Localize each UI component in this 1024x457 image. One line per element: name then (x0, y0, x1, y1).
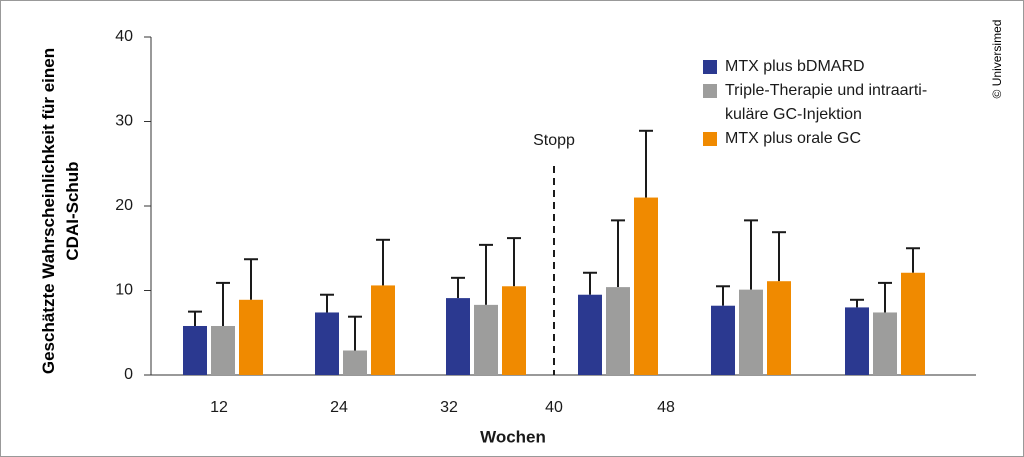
legend-label: Triple-Therapie und intraarti- kuläre GC… (725, 82, 928, 123)
y-axis-label: Geschätzte Wahrscheinlichkeit für einen … (39, 47, 82, 375)
bar (873, 312, 897, 375)
y-tick-label: 0 (124, 366, 133, 383)
copyright: © Universimed (990, 19, 1004, 99)
x-tick-label: 48 (657, 399, 675, 416)
bar (371, 285, 395, 375)
bar (211, 325, 235, 375)
bar (239, 299, 263, 375)
bar (474, 304, 498, 375)
bar (845, 307, 869, 375)
legend-swatch (703, 60, 717, 74)
x-tick-label: 12 (210, 399, 228, 416)
bar (739, 289, 763, 375)
bar (634, 197, 658, 375)
legend-label: MTX plus bDMARD (725, 58, 865, 75)
y-tick-label: 20 (115, 197, 133, 214)
bar (315, 312, 339, 375)
x-tick-label: 32 (440, 399, 458, 416)
bar (183, 325, 207, 375)
bar (578, 294, 602, 375)
bar (901, 272, 925, 375)
legend-swatch (703, 84, 717, 98)
bar (343, 350, 367, 375)
x-tick-label: 24 (330, 399, 348, 416)
bar (606, 287, 630, 375)
x-tick-label: 40 (545, 399, 563, 416)
legend-swatch (703, 132, 717, 146)
bar (767, 281, 791, 375)
legend-label: MTX plus orale GC (725, 130, 862, 147)
bar (446, 298, 470, 375)
bar (711, 305, 735, 375)
y-tick-label: 30 (115, 113, 133, 130)
y-tick-label: 10 (115, 282, 133, 299)
x-axis-label: Wochen (480, 427, 546, 446)
stop-label: Stopp (533, 132, 575, 149)
y-tick-label: 40 (115, 28, 133, 45)
bar (502, 286, 526, 375)
